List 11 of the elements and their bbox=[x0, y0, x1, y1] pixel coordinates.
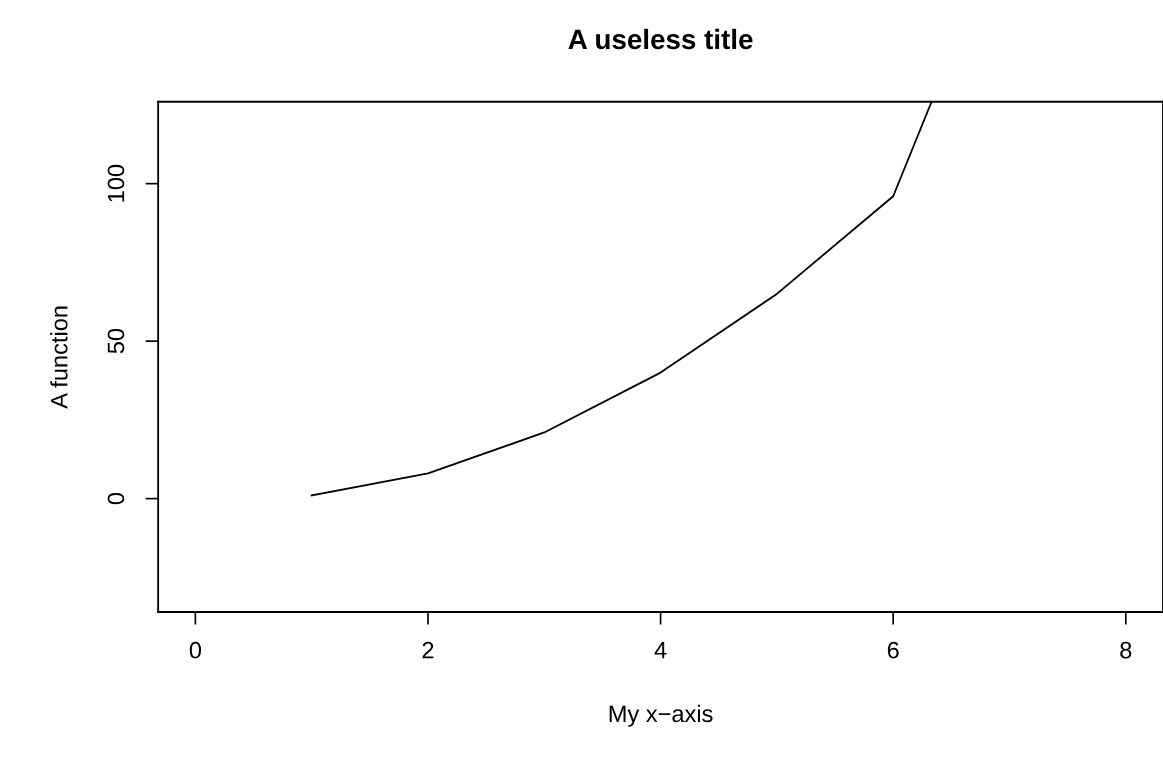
y-axis-title: A function bbox=[50, 306, 68, 409]
x-tick-label: 8 bbox=[1120, 641, 1132, 659]
y-tick-label: 100 bbox=[107, 164, 125, 202]
x-axis-title: My x−axis bbox=[609, 704, 713, 727]
x-tick-label: 0 bbox=[189, 641, 202, 659]
x-tick-label: 2 bbox=[422, 641, 434, 659]
x-tick-label: 6 bbox=[887, 641, 899, 659]
y-tick-label: 50 bbox=[107, 328, 125, 354]
y-tick-label: 0 bbox=[107, 492, 125, 505]
chart-title: A useless title bbox=[568, 28, 753, 50]
x-tick-label: 4 bbox=[654, 642, 667, 659]
